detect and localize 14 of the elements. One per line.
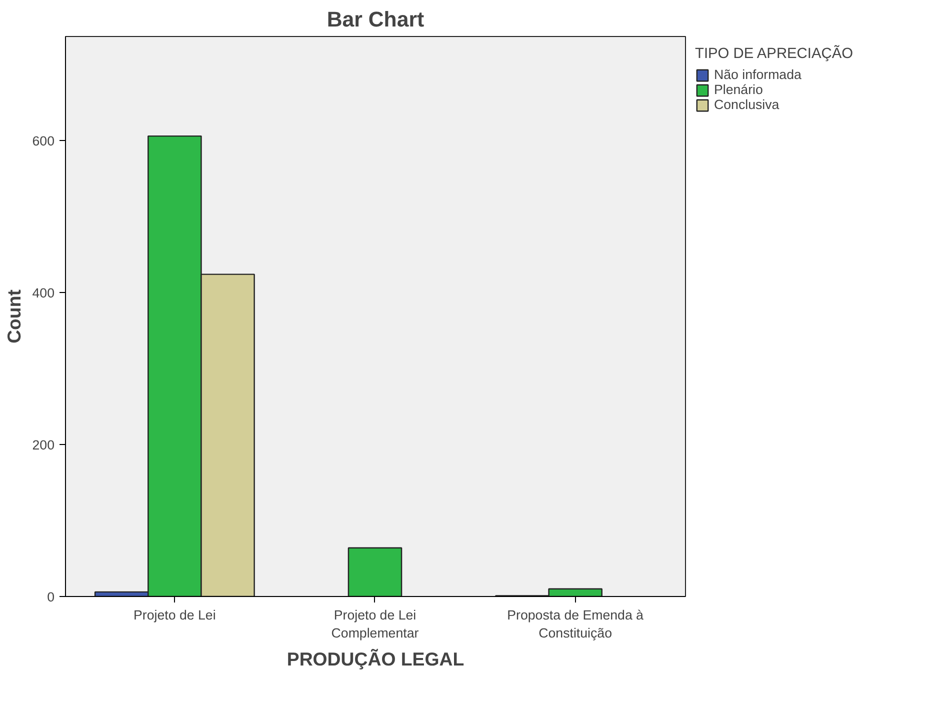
x-axis-title: PRODUÇÃO LEGAL xyxy=(286,648,464,670)
x-tick-label: Projeto de Lei xyxy=(134,608,216,622)
y-tick-label: 600 xyxy=(32,134,55,149)
legend-label: Conclusiva xyxy=(714,97,780,112)
y-tick-label: 200 xyxy=(32,438,55,453)
y-axis-title: Count xyxy=(3,290,24,344)
x-tick-label: Projeto de Lei Complementar xyxy=(331,608,420,640)
chart-title: Bar Chart xyxy=(326,8,424,32)
y-tick-label: 400 xyxy=(32,286,55,301)
y-tick-label: 0 xyxy=(47,590,55,604)
x-tick-label: Proposta de Emenda à Constituição xyxy=(507,608,644,640)
legend-label: Plenário xyxy=(714,82,763,97)
legend-label: Não informada xyxy=(714,67,802,82)
legend-title: TIPO DE APRECIAÇÃO xyxy=(695,46,853,62)
